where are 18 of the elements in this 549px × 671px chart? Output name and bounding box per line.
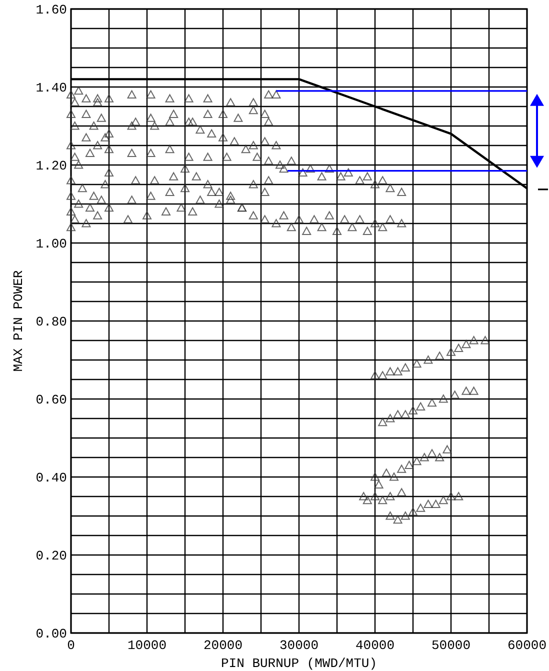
- x-tick-label: 40000: [355, 638, 395, 653]
- y-tick-label: 1.00: [36, 236, 67, 252]
- y-tick-label: 1.40: [36, 80, 67, 96]
- x-tick-label: 60000: [507, 638, 547, 653]
- y-tick-label: 1.60: [36, 2, 67, 18]
- y-tick-label: 0.80: [36, 314, 67, 330]
- y-axis-title: MAX PIN POWER: [11, 270, 26, 372]
- y-tick-label: 0.20: [36, 548, 67, 564]
- y-tick-label: 0.60: [36, 392, 67, 408]
- x-tick-label: 30000: [279, 638, 319, 653]
- x-tick-label: 0: [67, 638, 75, 653]
- y-tick-label: 0.40: [36, 470, 67, 486]
- x-tick-label: 20000: [203, 638, 243, 653]
- x-axis-title: PIN BURNUP (MWD/MTU): [220, 656, 378, 671]
- x-tick-label: 50000: [431, 638, 471, 653]
- x-tick-label: 10000: [127, 638, 167, 653]
- y-tick-label: 1.20: [36, 158, 67, 174]
- y-tick-label: 0.00: [36, 626, 67, 642]
